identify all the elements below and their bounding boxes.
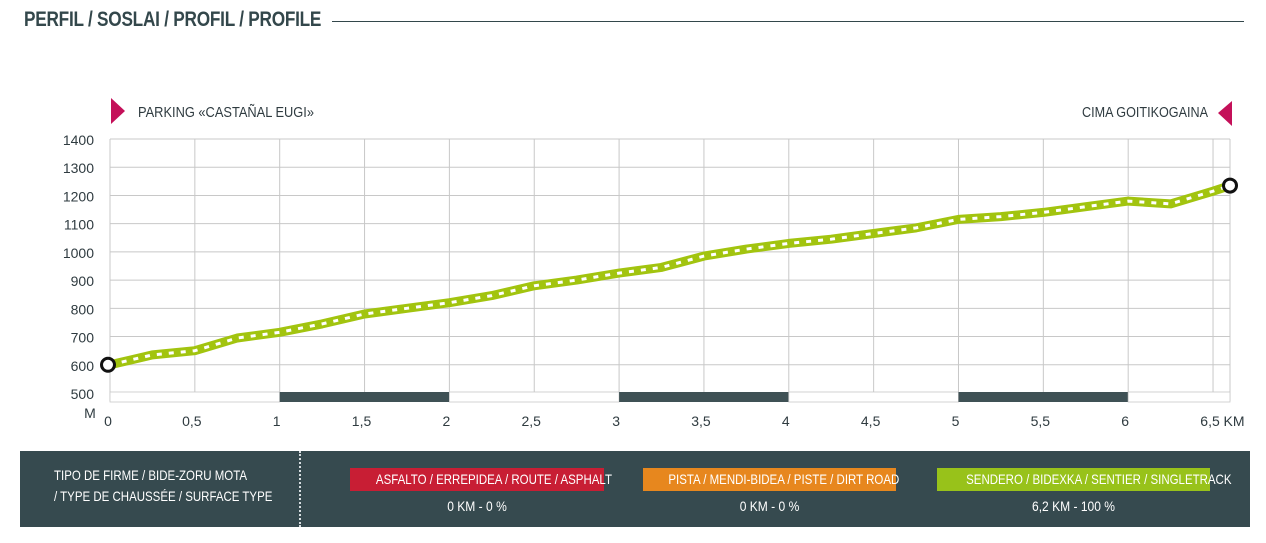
y-tick-label: 1400 <box>63 132 94 148</box>
x-tick-label: 0 <box>104 413 112 429</box>
page-title: PERFIL / SOSLAI / PROFIL / PROFILE <box>24 8 322 31</box>
x-tick-labels: 0 0,5 1 1,5 2 2,5 3 3,5 4 4,5 5 5,5 6 6,5 <box>104 413 1220 429</box>
asphalt-badge-label: ASFALTO / ERREPIDEA / ROUTE / ASPHALT <box>375 471 612 487</box>
x-tick-label: 3,5 <box>691 413 711 429</box>
surface-type-label-line1: TIPO DE FIRME / BIDE-ZORU MOTA <box>54 467 248 483</box>
elevation-profile-chart: 500 600 700 800 900 1000 1100 1200 1300 1400 0 0,5… <box>63 98 1245 429</box>
surface-type-label: TIPO DE FIRME / BIDE-ZORU MOTA / TYPE DE… <box>54 465 272 507</box>
surface-type-label-line2: / TYPE DE CHAUSSÉE / SURFACE TYPE <box>54 488 273 504</box>
x-tick-label: 0,5 <box>182 413 202 429</box>
surface-band <box>1127 391 1231 403</box>
singletrack-badge: SENDERO / BIDEXKA / SENTIER / SINGLETRAC… <box>937 468 1232 491</box>
y-axis-unit-label: M <box>84 405 96 421</box>
y-tick-label: 1000 <box>63 245 94 261</box>
asphalt-value: 0 KM - 0 % <box>447 498 507 514</box>
y-tick-label: 700 <box>71 330 95 346</box>
singletrack-badge-label: SENDERO / BIDEXKA / SENTIER / SINGLETRAC… <box>966 471 1232 487</box>
dirt-road-badge-label: PISTA / MENDI-BIDEA / PISTE / DIRT ROAD <box>668 471 900 487</box>
y-tick-label: 1100 <box>64 217 94 233</box>
start-marker-icon <box>111 98 125 124</box>
dirt-road-value: 0 KM - 0 % <box>739 498 800 514</box>
title-divider <box>332 21 1244 22</box>
end-label: CIMA GOITIKOGAINA <box>1082 104 1208 121</box>
x-tick-label: 6 <box>1121 413 1129 429</box>
end-point <box>1222 177 1238 194</box>
x-tick-label: 3 <box>612 413 620 429</box>
start-point <box>100 356 116 373</box>
surface-band <box>109 391 281 403</box>
profile-line-dashes <box>109 184 1231 367</box>
surface-band <box>788 391 959 403</box>
panel-divider <box>299 451 301 527</box>
y-tick-labels: 500 600 700 800 900 1000 1100 1200 1300 1400 <box>63 132 94 402</box>
y-tick-label: 1200 <box>63 188 94 204</box>
x-tick-label: 1 <box>273 413 281 429</box>
x-tick-label: 2,5 <box>522 413 542 429</box>
x-tick-label: 4,5 <box>861 413 881 429</box>
y-tick-label: 900 <box>71 273 95 289</box>
x-tick-label: 4 <box>782 413 790 429</box>
x-tick-label: 6,5 <box>1200 413 1220 429</box>
profile-line <box>105 181 1235 370</box>
surface-band <box>958 392 1129 402</box>
y-tick-label: 800 <box>71 301 95 317</box>
x-tick-label: 2 <box>442 413 450 429</box>
grid-layer <box>109 138 1231 401</box>
x-axis-unit-label: KM <box>1224 413 1245 429</box>
x-tick-label: 5,5 <box>1031 413 1051 429</box>
surface-band <box>619 392 789 402</box>
y-tick-label: 500 <box>71 386 95 402</box>
profile-layer <box>100 177 1238 373</box>
start-label: PARKING «CASTAÑAL EUGI» <box>138 104 314 121</box>
singletrack-value: 6,2 KM - 100 % <box>1032 498 1115 514</box>
x-tick-label: 5 <box>952 413 960 429</box>
surface-band <box>448 391 620 403</box>
asphalt-badge: ASFALTO / ERREPIDEA / ROUTE / ASPHALT <box>350 468 612 491</box>
surface-type-panel: TIPO DE FIRME / BIDE-ZORU MOTA / TYPE DE… <box>20 451 1250 527</box>
surface-band-layer <box>109 391 1231 403</box>
y-tick-label: 1300 <box>63 160 94 176</box>
end-marker-icon <box>1218 101 1232 126</box>
surface-band <box>279 392 450 402</box>
y-tick-label: 600 <box>71 358 95 374</box>
x-tick-label: 1,5 <box>352 413 372 429</box>
dirt-road-badge: PISTA / MENDI-BIDEA / PISTE / DIRT ROAD <box>643 468 900 491</box>
